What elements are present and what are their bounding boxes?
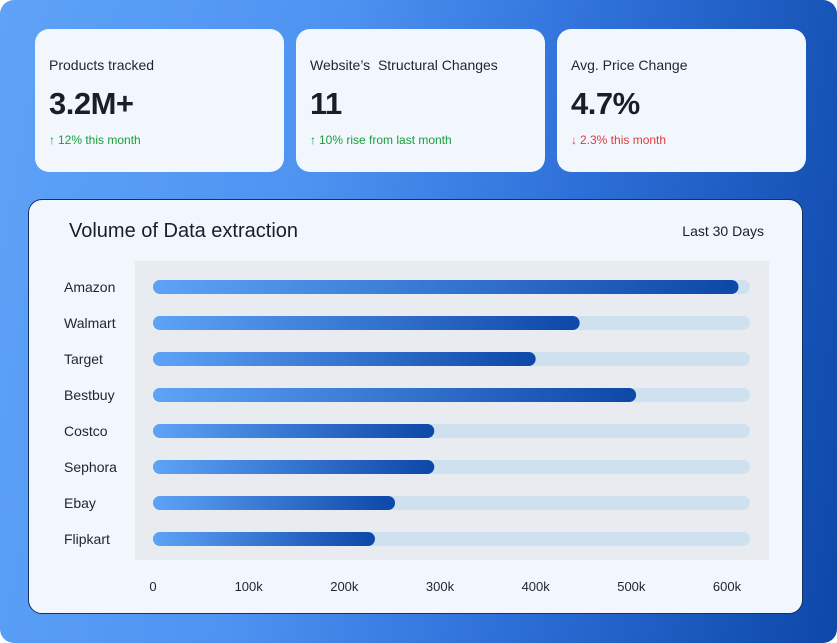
chart-title: Volume of Data extraction: [69, 220, 299, 242]
bar-flipkart[interactable]: [153, 532, 375, 546]
stat-value: 3.2M+: [49, 86, 134, 121]
stat-delta-text: 2.3% this month: [580, 133, 667, 147]
category-label: Walmart: [64, 315, 116, 331]
stat-delta-text: 10% rise from last month: [319, 133, 452, 147]
bar-amazon[interactable]: [153, 280, 739, 294]
arrow-up-icon: ↑: [49, 133, 55, 147]
stat-label: Products tracked: [49, 57, 155, 73]
stat-delta: ↓ 2.3% this month: [571, 133, 666, 147]
category-label: Flipkart: [64, 531, 110, 547]
bar-costco[interactable]: [153, 424, 435, 438]
x-tick-label: 100k: [235, 579, 264, 594]
bar-bestbuy[interactable]: [153, 388, 637, 402]
bar-sephora[interactable]: [153, 460, 435, 474]
x-tick-label: 400k: [522, 579, 551, 594]
stat-card-price-change: Avg. Price Change 4.7% ↓ 2.3% this month: [557, 29, 806, 172]
x-tick-label: 600k: [713, 579, 742, 594]
stat-card-structural-changes: Website’s Structural Changes 11 ↑ 10% ris…: [296, 29, 545, 172]
x-tick-label: 200k: [330, 579, 359, 594]
date-range-label[interactable]: Last 30 Days: [682, 223, 764, 239]
category-label: Bestbuy: [64, 387, 115, 403]
bar-target[interactable]: [153, 352, 536, 366]
category-label: Ebay: [64, 495, 96, 511]
bar-chart: Amazon Walmart Target Bestbuy Costco Sephora E…: [64, 279, 750, 594]
bar-walmart[interactable]: [153, 316, 580, 330]
arrow-down-icon: ↓: [571, 133, 577, 147]
x-tick-label: 0: [149, 579, 156, 594]
category-label: Amazon: [64, 279, 115, 295]
x-tick-label: 500k: [617, 579, 646, 594]
stat-label: Avg. Price Change: [571, 57, 688, 73]
stat-delta: ↑ 12% this month: [49, 133, 141, 147]
x-tick-label: 300k: [426, 579, 455, 594]
stat-label: Website’s Structural Changes: [310, 57, 498, 73]
plot-area: [135, 261, 769, 560]
stat-delta-text: 12% this month: [58, 133, 141, 147]
chart-panel: Volume of Data extraction Last 30 Days A…: [28, 199, 803, 614]
category-label: Sephora: [64, 459, 117, 475]
arrow-up-icon: ↑: [310, 133, 316, 147]
stat-value: 11: [310, 86, 342, 121]
stat-delta: ↑ 10% rise from last month: [310, 133, 452, 147]
stat-card-products: Products tracked 3.2M+ ↑ 12% this month: [35, 29, 284, 172]
category-label: Target: [64, 351, 103, 367]
category-label: Costco: [64, 423, 108, 439]
stat-value: 4.7%: [571, 86, 640, 121]
bar-ebay[interactable]: [153, 496, 396, 510]
